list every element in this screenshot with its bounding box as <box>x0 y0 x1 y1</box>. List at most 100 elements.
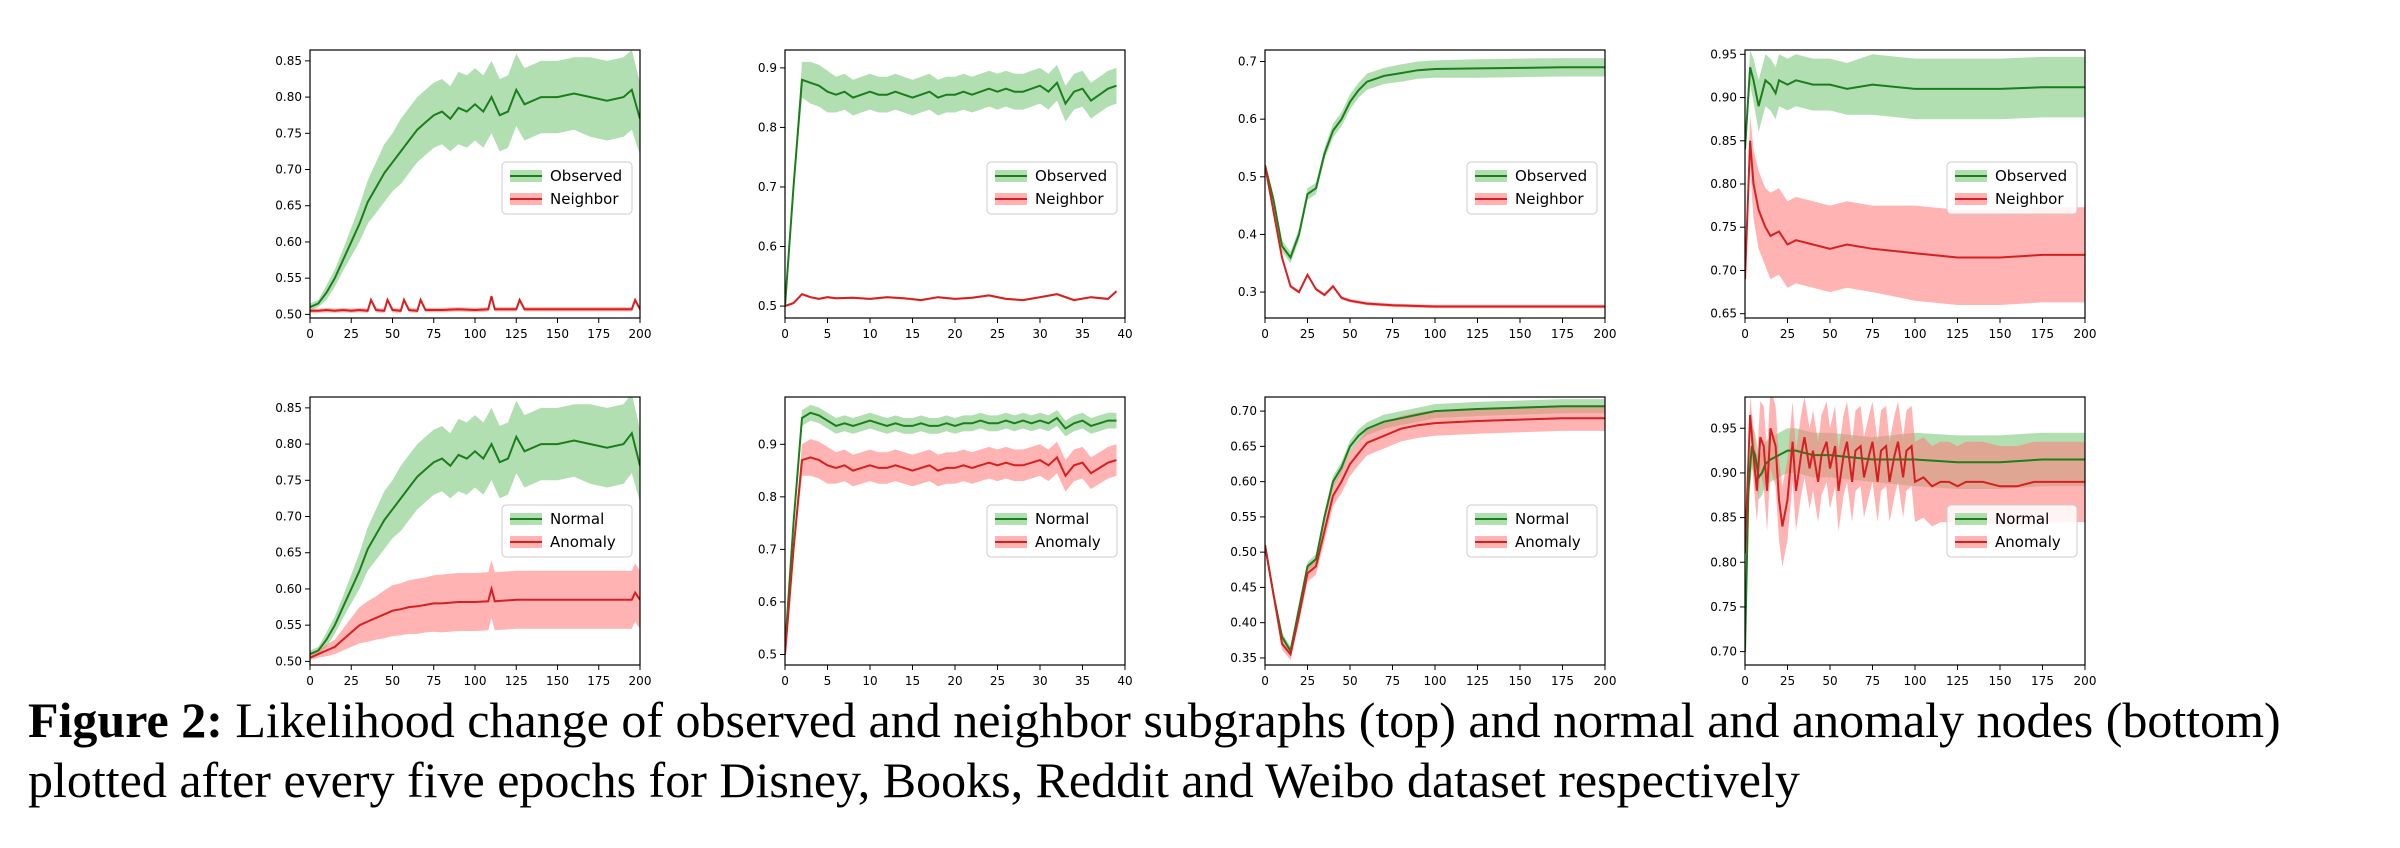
plot-area: 0 25 50 75 100 125 150 175 200 0.35 0.40 0.45 0.50 0.… <box>1230 396 1616 688</box>
y-tick-label: 0.70 <box>275 163 302 177</box>
plot-area: 0 25 50 75 100 125 150 175 200 0.3 0.4 0.5 0.6 0.7 Obs… <box>1238 49 1617 341</box>
plot-area: 0 25 50 75 100 125 150 175 200 0.50 0.55 0.60 0.65 0.… <box>275 396 651 688</box>
plot-area: 0 25 50 75 100 125 150 175 200 0.65 0.70 0.75 0.80 0.… <box>1710 47 2096 341</box>
plot-weibo-normal-anomaly: 0 25 50 75 100 125 150 175 200 0.70 0.75 0.80 0.85 0.… <box>1710 396 2096 688</box>
y-tick-label: 0.3 <box>1238 285 1257 299</box>
caption-label: Figure 2: <box>28 692 223 748</box>
y-tick-label: 0.45 <box>1230 580 1257 594</box>
x-tick-label: 100 <box>1904 327 1927 341</box>
plot-area: 0 5 10 15 20 25 30 35 40 0.5 0.6 0.7 0.8 0.9 Observed N… <box>758 49 1133 341</box>
legend: Normal Anomaly <box>1466 504 1598 558</box>
x-tick-label: 0 <box>1741 674 1749 688</box>
plot-books-observed-neighbor: 0 5 10 15 20 25 30 35 40 0.5 0.6 0.7 0.8 0.9 Observed N… <box>758 49 1133 341</box>
x-tick-label: 175 <box>1551 674 1574 688</box>
y-tick-label: 0.55 <box>1230 510 1257 524</box>
legend: Normal Anomaly <box>501 504 633 558</box>
y-tick-label: 0.85 <box>1710 134 1737 148</box>
band-observed <box>1745 50 2085 159</box>
x-tick-label: 100 <box>464 327 487 341</box>
x-tick-label: 75 <box>1385 674 1400 688</box>
y-tick-label: 0.65 <box>275 199 302 213</box>
x-tick-label: 75 <box>1865 327 1880 341</box>
x-tick-label: 40 <box>1117 674 1132 688</box>
x-tick-label: 75 <box>426 327 441 341</box>
x-tick-label: 0 <box>781 674 789 688</box>
legend-label: Anomaly <box>550 533 616 551</box>
legend-label: Observed <box>1515 167 1587 185</box>
x-tick-label: 75 <box>426 674 441 688</box>
y-tick-label: 0.80 <box>275 437 302 451</box>
x-tick-label: 25 <box>344 674 359 688</box>
figure-caption: Figure 2: Likelihood change of observed … <box>28 690 2388 810</box>
x-tick-label: 150 <box>1989 327 2012 341</box>
legend-label: Normal <box>1995 510 2049 528</box>
line-neighbor <box>1745 140 2085 280</box>
y-tick-label: 0.50 <box>1230 545 1257 559</box>
y-tick-label: 0.60 <box>275 235 302 249</box>
y-tick-label: 0.95 <box>1710 47 1737 61</box>
legend-label: Anomaly <box>1515 533 1581 551</box>
band-observed <box>785 61 1117 310</box>
line-observed <box>1745 67 2085 150</box>
legend-label: Neighbor <box>1995 190 2064 208</box>
y-tick-label: 0.55 <box>275 618 302 632</box>
x-tick-label: 175 <box>587 674 610 688</box>
line-anomaly <box>310 585 640 659</box>
band-neighbor <box>1265 163 1605 309</box>
y-tick-label: 0.80 <box>275 90 302 104</box>
y-tick-label: 0.65 <box>1710 307 1737 321</box>
x-tick-label: 200 <box>2074 674 2097 688</box>
line-anomaly <box>1265 417 1605 657</box>
x-tick-label: 10 <box>862 327 877 341</box>
y-tick-label: 0.90 <box>1710 91 1737 105</box>
x-tick-label: 5 <box>824 674 832 688</box>
y-tick-label: 0.65 <box>1230 439 1257 453</box>
y-tick-label: 0.65 <box>275 546 302 560</box>
y-tick-label: 0.7 <box>758 542 777 556</box>
x-tick-label: 125 <box>505 327 528 341</box>
x-tick-label: 0 <box>1741 327 1749 341</box>
legend: Normal Anomaly <box>986 504 1118 558</box>
y-tick-label: 0.9 <box>758 61 777 75</box>
band-observed <box>1265 58 1605 264</box>
y-tick-label: 0.60 <box>1230 475 1257 489</box>
line-observed <box>785 78 1117 307</box>
x-tick-label: 125 <box>1466 674 1489 688</box>
band-anomaly <box>310 560 640 660</box>
data-layer <box>785 61 1118 310</box>
y-tick-label: 0.60 <box>275 582 302 596</box>
plot-area: 0 25 50 75 100 125 150 175 200 0.50 0.55 0.60 0.65 0.… <box>275 49 651 341</box>
plot-area: 0 5 10 15 20 25 30 35 40 0.5 0.6 0.7 0.8 0.9 Normal Ano… <box>758 396 1133 688</box>
y-tick-label: 0.50 <box>275 654 302 668</box>
legend-label: Neighbor <box>1515 190 1584 208</box>
plot-reddit-normal-anomaly: 0 25 50 75 100 125 150 175 200 0.35 0.40 0.45 0.50 0.… <box>1230 396 1616 688</box>
y-tick-label: 0.35 <box>1230 651 1257 665</box>
x-tick-label: 200 <box>1594 327 1617 341</box>
x-tick-label: 50 <box>1822 327 1837 341</box>
x-tick-label: 25 <box>1300 674 1315 688</box>
legend-label: Neighbor <box>550 190 619 208</box>
x-tick-label: 20 <box>947 674 962 688</box>
y-tick-label: 0.75 <box>275 473 302 487</box>
legend: Observed Neighbor <box>986 161 1118 215</box>
legend-label: Neighbor <box>1035 190 1104 208</box>
y-tick-label: 0.8 <box>758 490 777 504</box>
line-neighbor <box>310 296 640 312</box>
x-tick-label: 50 <box>1822 674 1837 688</box>
plot-disney-normal-anomaly: 0 25 50 75 100 125 150 175 200 0.50 0.55 0.60 0.65 0.… <box>275 396 651 688</box>
legend: Observed Neighbor <box>1466 161 1598 215</box>
x-tick-label: 200 <box>2074 327 2097 341</box>
x-tick-label: 150 <box>1989 674 2012 688</box>
data-layer <box>1265 58 1605 309</box>
legend-label: Anomaly <box>1995 533 2061 551</box>
x-tick-label: 50 <box>385 327 400 341</box>
y-tick-label: 0.90 <box>1710 466 1737 480</box>
data-layer <box>310 397 640 660</box>
x-tick-label: 35 <box>1075 327 1090 341</box>
band-normal <box>310 397 640 658</box>
data-layer <box>310 50 640 313</box>
x-tick-label: 150 <box>546 327 569 341</box>
legend-label: Anomaly <box>1035 533 1101 551</box>
y-tick-label: 0.4 <box>1238 227 1257 241</box>
